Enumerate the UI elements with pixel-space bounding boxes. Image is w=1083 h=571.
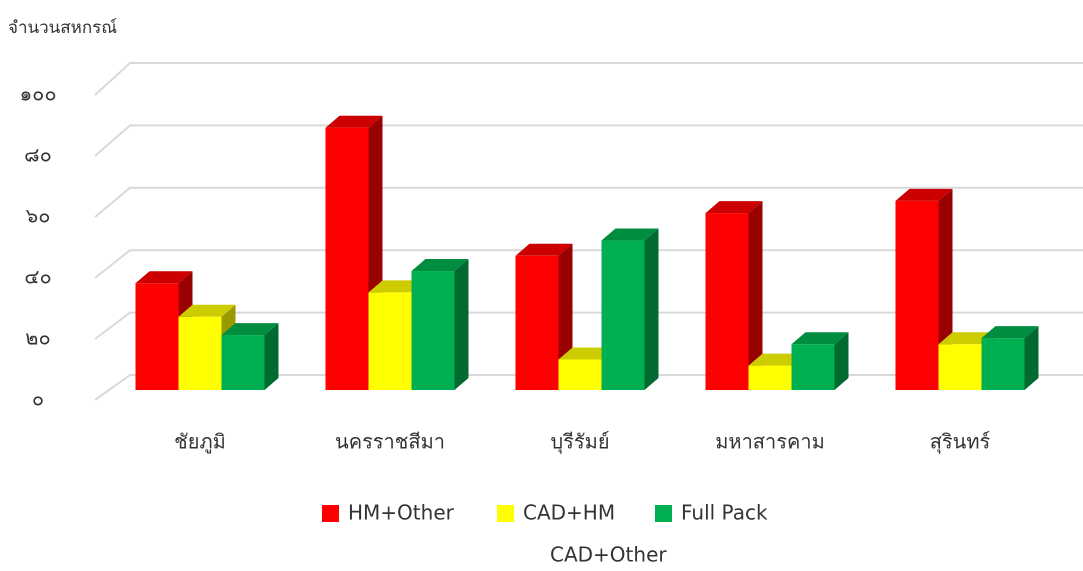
bar-top (368, 280, 426, 293)
bar-side (454, 259, 469, 390)
bar-front (791, 344, 835, 390)
x-tick-label: บุรีรัมย์ (550, 430, 609, 455)
bar-side (748, 201, 763, 390)
bar-top (221, 323, 279, 336)
bar-top (178, 304, 236, 317)
bar-front (178, 316, 222, 390)
grid-line (94, 311, 1083, 340)
bar-top (938, 332, 996, 345)
bar-top (601, 228, 659, 241)
y-tick-label: ๘๐ (24, 143, 52, 167)
x-tick-label: มหาสารคาม (715, 430, 825, 454)
bar-front (601, 240, 645, 390)
legend-swatch (655, 505, 672, 522)
grid-line (94, 124, 1083, 157)
y-tick-label: ๑๐๐ (19, 82, 56, 106)
bar-front (895, 200, 939, 390)
legend-label: CAD+Other (550, 543, 667, 567)
legend-label: CAD+HM (523, 501, 615, 525)
bar-side (1024, 326, 1039, 390)
bar-front (748, 365, 792, 390)
x-tick-label: ชัยภูมิ (174, 430, 226, 455)
y-axis-label: จำนวนสหกรณ์ (8, 18, 117, 38)
legend-label: HM+Other (348, 501, 455, 525)
bar (601, 228, 659, 390)
bar-front (705, 213, 749, 390)
legend-swatch (322, 505, 339, 522)
bar-front (558, 359, 602, 390)
bar-side (264, 323, 279, 390)
bar-top (705, 201, 763, 214)
x-tick-label: นครราชสีมา (335, 430, 445, 454)
bar (895, 188, 953, 390)
bar-front (135, 283, 179, 390)
bar (411, 259, 469, 390)
legend-label: Full Pack (681, 501, 768, 525)
bar (791, 332, 849, 390)
bar-front (368, 292, 412, 390)
grid-line (94, 249, 1083, 279)
y-tick-label: ๖๐ (26, 204, 51, 228)
bar-side (834, 332, 849, 390)
bar-top (515, 243, 573, 256)
x-tick-label: สุรินทร์ (930, 430, 991, 455)
bar (705, 201, 763, 390)
bar-side (644, 228, 659, 390)
bar-front (515, 255, 559, 390)
bar-front (981, 338, 1025, 390)
y-tick-label: ๔๐ (24, 265, 51, 289)
grid-line (94, 186, 1083, 218)
bar-top (135, 271, 193, 284)
bar-top (325, 115, 383, 128)
bar-front (325, 127, 369, 390)
bar-front (221, 335, 265, 390)
bar (221, 323, 279, 390)
bar-top (895, 188, 953, 201)
bar-front (411, 271, 455, 390)
grid-line (94, 62, 1083, 96)
bar-top (411, 259, 469, 272)
bar-top (748, 353, 806, 366)
bar-top (791, 332, 849, 345)
bar (981, 326, 1039, 390)
bar-front (938, 344, 982, 390)
y-tick-label: ๐ (32, 387, 44, 411)
bar-top (981, 326, 1039, 339)
bar-top (558, 347, 616, 360)
y-tick-label: ๒๐ (25, 326, 50, 350)
legend-swatch (497, 505, 514, 522)
